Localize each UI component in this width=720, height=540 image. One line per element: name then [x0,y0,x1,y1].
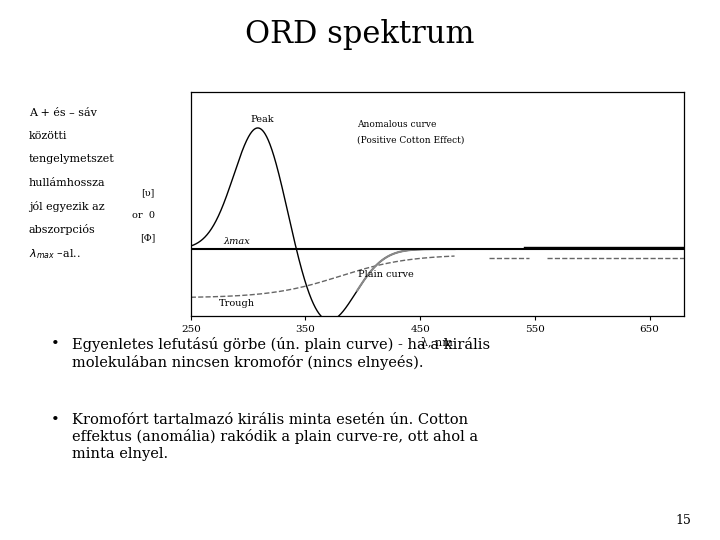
Text: 15: 15 [675,514,691,526]
Text: közötti: közötti [29,131,67,141]
Text: •: • [50,413,59,427]
Text: [Φ]: [Φ] [140,233,156,242]
Text: tengelymetszet: tengelymetszet [29,154,114,165]
Text: Peak: Peak [250,114,274,124]
Text: A + és – sáv: A + és – sáv [29,108,96,118]
Text: •: • [50,338,59,352]
X-axis label: λ, nm: λ, nm [421,337,454,347]
Text: [υ]: [υ] [141,188,154,197]
Text: (Positive Cotton Effect): (Positive Cotton Effect) [357,136,464,145]
Text: jól egyezik az: jól egyezik az [29,201,104,212]
Text: Plain curve: Plain curve [358,269,414,279]
Text: $\lambda_{max}$ –al..: $\lambda_{max}$ –al.. [29,247,81,261]
Text: Anomalous curve: Anomalous curve [357,120,436,129]
Text: Kromofórt tartalmazó királis minta esetén ún. Cotton
effektus (anomália) rakódik: Kromofórt tartalmazó királis minta eseté… [72,413,478,461]
Text: abszorpciós: abszorpciós [29,224,96,235]
Text: ORD spektrum: ORD spektrum [246,19,474,50]
Text: λmax: λmax [223,238,250,246]
Text: Trough: Trough [219,299,255,308]
Text: or  0: or 0 [132,211,156,220]
Text: hullámhossza: hullámhossza [29,178,105,188]
Text: Egyenletes lefutású görbe (ún. plain curve) - ha a királis
molekulában nincsen k: Egyenletes lefutású görbe (ún. plain cur… [72,338,490,370]
